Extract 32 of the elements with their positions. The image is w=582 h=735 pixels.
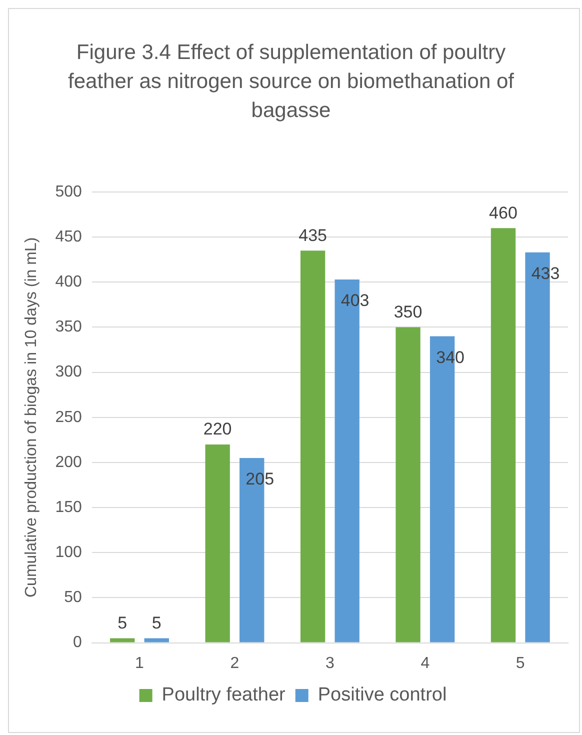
bar — [205, 444, 230, 642]
x-tick-label: 2 — [230, 654, 240, 672]
y-tick-label: 100 — [55, 544, 82, 562]
bar — [490, 228, 516, 642]
bar — [110, 638, 135, 642]
data-label: 5 — [152, 613, 162, 632]
y-tick-label: 250 — [55, 408, 82, 426]
x-tick-label: 5 — [516, 654, 525, 672]
y-tick-label: 50 — [64, 589, 82, 606]
y-axis-title: Cumulative production of biogas in 10 days (in mL) — [23, 237, 40, 598]
x-tick-label: 4 — [420, 654, 430, 672]
y-tick-label: 500 — [55, 183, 82, 200]
y-tick-label: 300 — [55, 364, 82, 381]
data-label: 5 — [118, 613, 128, 632]
bar — [300, 250, 326, 642]
data-label: 435 — [298, 226, 327, 245]
x-tick-label: 3 — [325, 654, 334, 672]
y-tick-label: 350 — [55, 318, 82, 336]
bar — [396, 327, 420, 642]
bar — [144, 638, 169, 642]
y-tick-label: 0 — [72, 634, 82, 652]
legend-label: Poultry feather — [162, 684, 286, 706]
x-tick-label: 1 — [135, 654, 144, 672]
y-tick-label: 450 — [55, 228, 82, 246]
legend-label: Positive control — [318, 684, 447, 706]
chart-title: Figure 3.4 Effect of supplementation of poultry feather as nitrogen source on biomethanation of bagasse — [67, 40, 515, 124]
y-tick-label: 150 — [55, 498, 82, 516]
y-tick-label: 200 — [55, 454, 82, 471]
data-label: 460 — [489, 203, 518, 222]
data-label: 350 — [394, 302, 422, 322]
data-label: 220 — [203, 420, 232, 439]
y-tick-label: 400 — [55, 274, 82, 291]
